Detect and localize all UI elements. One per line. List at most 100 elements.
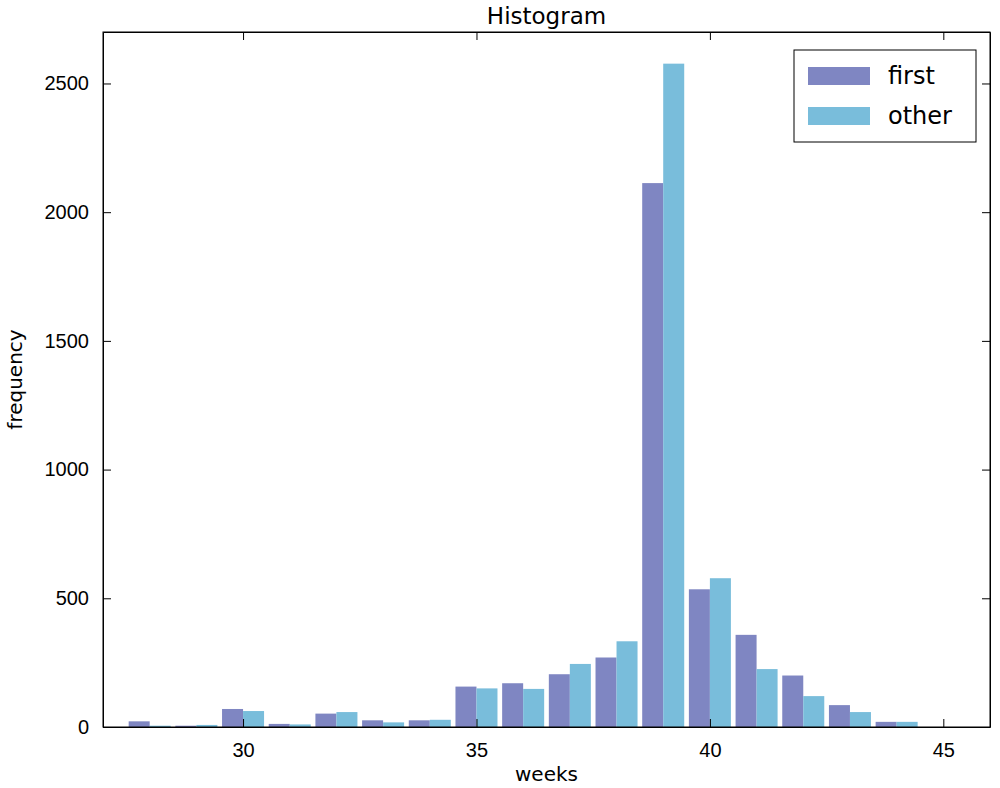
legend-swatch <box>808 67 870 85</box>
bar <box>897 722 918 727</box>
tick: 40 <box>699 719 721 761</box>
legend-label: first <box>888 62 935 90</box>
tick-mark <box>103 341 111 342</box>
axis-line <box>990 33 991 728</box>
tick <box>710 32 711 40</box>
chart: 30 35 40 45 0 500 1000 1500 2000 2500 Histogram wee… <box>0 0 1000 788</box>
tick-mark <box>476 719 477 727</box>
tick-mark <box>982 727 990 728</box>
bar <box>315 714 336 727</box>
bar <box>850 712 871 727</box>
tick-label: 1500 <box>45 330 90 352</box>
bar <box>336 712 357 727</box>
legend-frame <box>794 50 976 142</box>
title: Histogram <box>487 3 606 29</box>
plot-area <box>129 64 918 727</box>
axis: 0 500 1000 1500 2000 2500 <box>45 33 112 738</box>
tick-mark <box>982 83 990 84</box>
axis <box>104 32 991 40</box>
tick-mark <box>103 598 111 599</box>
bar <box>757 669 778 727</box>
tick: 2500 <box>45 72 112 94</box>
legend-label: other <box>888 102 952 130</box>
x-axis-title: weeks <box>515 762 578 786</box>
tick-label: 500 <box>56 587 89 609</box>
series-0 <box>129 183 897 727</box>
axis <box>982 33 991 728</box>
series-1 <box>150 64 918 727</box>
bar <box>876 722 897 727</box>
tick <box>943 32 944 40</box>
axis-line <box>104 32 991 33</box>
legend-swatch <box>808 107 870 125</box>
tick-label: 35 <box>466 739 488 761</box>
tick-mark <box>982 470 990 471</box>
bar <box>549 674 570 727</box>
y-axis-title: frequency <box>3 329 27 429</box>
axis: 30 35 40 45 <box>104 719 991 761</box>
tick-mark <box>103 470 111 471</box>
bar <box>129 721 150 727</box>
tick-mark <box>103 212 111 213</box>
bar <box>642 183 663 727</box>
bar <box>617 641 638 727</box>
axis-line <box>104 727 991 728</box>
bar <box>663 64 684 727</box>
tick: 35 <box>466 719 488 761</box>
tick-mark <box>943 32 944 40</box>
bar <box>476 688 497 727</box>
tick: 1500 <box>45 330 112 352</box>
tick-mark <box>710 719 711 727</box>
bar <box>243 711 264 727</box>
tick-mark <box>243 32 244 40</box>
tick: 0 <box>78 716 111 738</box>
tick-label: 30 <box>232 739 254 761</box>
tick-mark <box>710 32 711 40</box>
tick: 2000 <box>45 201 112 223</box>
tick-mark <box>243 719 244 727</box>
plot-frame <box>103 32 990 727</box>
axis-line <box>103 33 104 728</box>
bar <box>430 720 451 727</box>
bar <box>570 664 591 727</box>
tick-label: 2000 <box>45 201 90 223</box>
tick: 1000 <box>45 458 112 480</box>
tick-label: 2500 <box>45 72 90 94</box>
bar <box>383 722 404 727</box>
tick <box>982 212 990 213</box>
tick-label: 0 <box>78 716 89 738</box>
tick <box>982 83 990 84</box>
tick <box>982 598 990 599</box>
bar <box>782 676 803 727</box>
bar <box>596 658 617 728</box>
tick-mark <box>982 341 990 342</box>
tick <box>982 341 990 342</box>
tick: 45 <box>933 719 955 761</box>
tick <box>982 727 990 728</box>
tick <box>982 470 990 471</box>
bar <box>523 689 544 727</box>
legend: first other <box>794 50 976 142</box>
tick-mark <box>103 83 111 84</box>
tick: 500 <box>56 587 111 609</box>
tick <box>476 32 477 40</box>
bar <box>710 578 731 727</box>
tick <box>243 32 244 40</box>
bar <box>829 705 850 727</box>
tick-mark <box>476 32 477 40</box>
tick-label: 40 <box>699 739 721 761</box>
tick-label: 1000 <box>45 458 90 480</box>
tick-mark <box>943 719 944 727</box>
bar <box>689 589 710 727</box>
bar <box>409 720 430 727</box>
tick-mark <box>982 598 990 599</box>
bar <box>222 709 243 727</box>
bar <box>736 635 757 727</box>
bar <box>803 696 824 727</box>
tick-label: 45 <box>933 739 955 761</box>
bar <box>502 683 523 727</box>
tick: 30 <box>232 719 254 761</box>
tick-mark <box>982 212 990 213</box>
bar <box>362 720 383 727</box>
bar <box>455 687 476 727</box>
